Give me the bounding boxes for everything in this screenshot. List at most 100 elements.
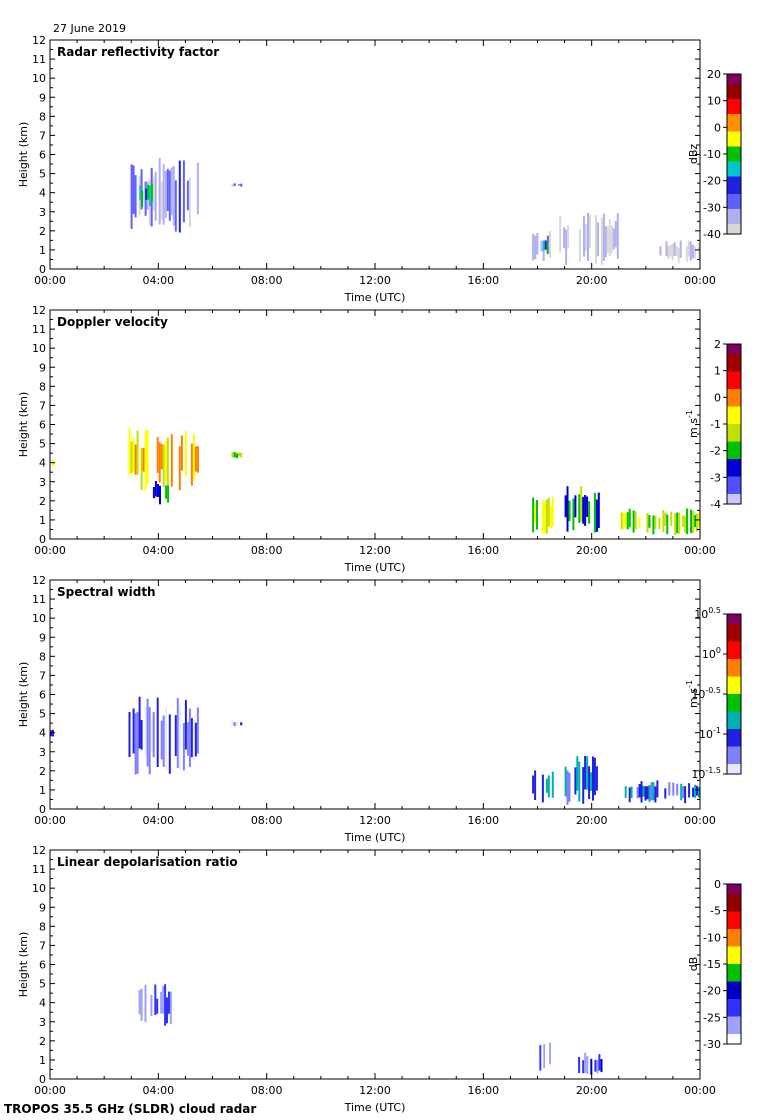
colorbar-segment (727, 979, 741, 983)
echo-column (166, 437, 169, 489)
echo-column (688, 783, 691, 798)
colorbar-segment (727, 426, 741, 430)
y-tick-label: 8 (39, 650, 46, 663)
echo-column (566, 770, 569, 805)
echo-column (593, 492, 596, 533)
echo-column (235, 453, 238, 459)
echo-column (584, 1052, 587, 1073)
echo-column (586, 756, 589, 790)
colorbar-segment (727, 999, 741, 1003)
echo-column (648, 785, 651, 802)
echo-column (650, 782, 653, 801)
colorbar-segment (727, 394, 741, 398)
y-tick-label: 7 (39, 399, 46, 412)
echo-column (676, 512, 679, 534)
colorbar-segment (727, 119, 741, 123)
echo-column (652, 515, 655, 535)
echo-column (693, 246, 696, 259)
panel-title: Linear depolarisation ratio (57, 855, 238, 869)
colorbar-segment (727, 1029, 741, 1033)
x-tick-label: 20:00 (576, 544, 608, 557)
echo-column (574, 767, 577, 795)
y-tick-label: 8 (39, 920, 46, 933)
echo-column (156, 697, 159, 767)
echo-column (170, 167, 173, 216)
colorbar-segment (727, 219, 741, 223)
echo-column (593, 757, 596, 796)
colorbar-segment (727, 716, 741, 720)
echo-column (152, 487, 155, 499)
panel-title: Radar reflectivity factor (57, 45, 219, 59)
colorbar-segment (727, 1041, 741, 1045)
colorbar-segment (727, 174, 741, 178)
echo-column (164, 707, 167, 770)
echo-column (612, 228, 615, 250)
colorbar-segment (727, 109, 741, 113)
echo-column (145, 188, 148, 200)
echo-region (139, 183, 153, 207)
colorbar-segment (727, 899, 741, 903)
colorbar-segment (727, 894, 741, 898)
colorbar-segment (727, 194, 741, 198)
echo-column (174, 715, 177, 756)
echo-column (50, 730, 52, 737)
echo-column (587, 212, 589, 261)
colorbar-segment (727, 439, 741, 443)
echo-column (675, 245, 678, 257)
y-axis-label: Height (km) (17, 662, 30, 728)
colorbar-segment (727, 654, 741, 658)
colorbar-label: m s-1 (685, 680, 700, 708)
colorbar-segment (727, 664, 741, 668)
echo-column (582, 496, 585, 524)
colorbar-segment (727, 449, 741, 453)
colorbar-segment (727, 186, 741, 190)
colorbar-tick-label: 20 (707, 68, 721, 81)
echo-column (178, 705, 181, 770)
echo-column (608, 219, 611, 256)
x-tick-label: 20:00 (576, 274, 608, 287)
colorbar-segment (727, 446, 741, 450)
echo-column (654, 786, 657, 803)
colorbar-segment (727, 1001, 741, 1005)
colorbar-segment (727, 644, 741, 648)
colorbar-tick-label: 10-0.5 (691, 686, 721, 701)
colorbar-segment (727, 914, 741, 918)
echo-column (590, 772, 592, 791)
y-tick-label: 6 (39, 689, 46, 702)
echo-column (630, 786, 633, 798)
echo-column (532, 497, 535, 533)
colorbar-segment (727, 476, 741, 480)
colorbar-tick-label: -25 (703, 1011, 721, 1024)
echo-column (578, 761, 581, 802)
y-tick-label: 10 (32, 342, 46, 355)
echo-column (540, 240, 543, 252)
echo-column (186, 722, 189, 756)
colorbar-segment (727, 714, 741, 718)
colorbar-segment (727, 981, 741, 985)
colorbar-tick-label: 0 (714, 391, 721, 404)
echo-column (132, 437, 135, 473)
echo-region (532, 496, 554, 534)
echo-column (616, 213, 619, 259)
echo-column (590, 1058, 593, 1075)
echo-region (532, 770, 554, 803)
echo-column (144, 430, 147, 491)
colorbar-segment (727, 649, 741, 653)
y-tick-label: 0 (39, 263, 46, 276)
echo-column (164, 441, 167, 482)
colorbar-segment (727, 954, 741, 958)
echo-column (622, 512, 625, 530)
colorbar-segment (727, 229, 741, 233)
echo-column (541, 774, 544, 803)
echo-column (668, 782, 671, 796)
echo-column (658, 517, 661, 530)
echo-column (151, 183, 153, 202)
colorbar-segment (727, 684, 741, 688)
echo-column (165, 485, 168, 499)
x-tick-label: 00:00 (684, 544, 716, 557)
echo-column (586, 1056, 589, 1074)
colorbar-segment (727, 711, 741, 715)
colorbar-segment (727, 374, 741, 378)
x-axis-label: Time (UTC) (344, 291, 406, 304)
y-tick-label: 8 (39, 110, 46, 123)
